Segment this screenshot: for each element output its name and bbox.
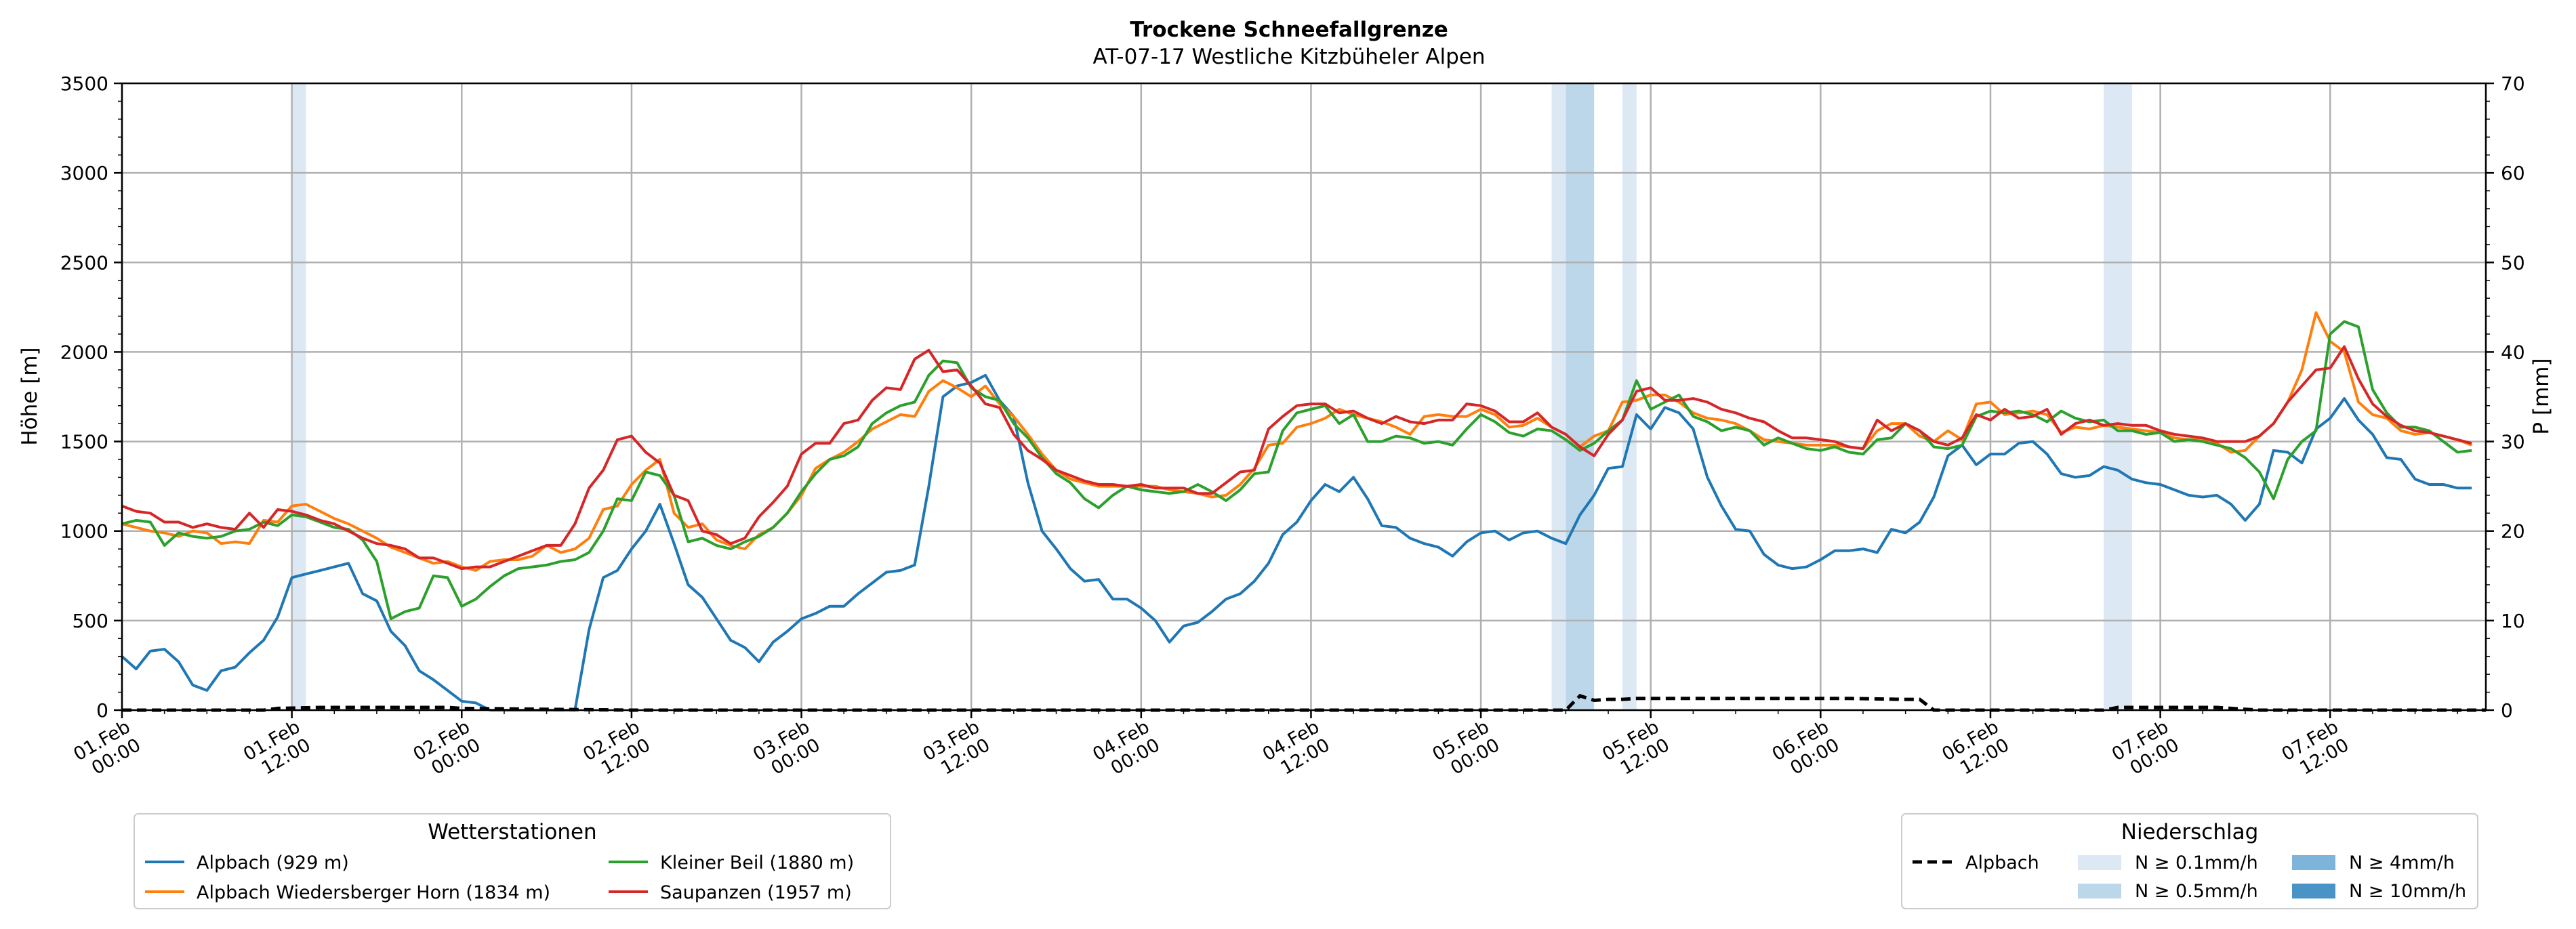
legend-precip-levels: N ≥ 0.1mm/h N ≥ 0.5mm/h N ≥ 4mm/h N ≥ 10mm/… bbox=[2078, 852, 2466, 902]
y2-tick-label: 20 bbox=[2501, 520, 2525, 543]
series-line bbox=[121, 345, 2472, 571]
legend-level-swatch bbox=[2292, 884, 2335, 899]
chart-subtitle: AT-07-17 Westliche Kitzbüheler Alpen bbox=[1093, 45, 1486, 69]
legend-stations-items: Alpbach (929 m) Alpbach Wiedersberger Hor… bbox=[145, 852, 854, 903]
legend-level-swatch bbox=[2078, 855, 2121, 870]
legend-stations: Wetterstationen Alpbach (929 m) Alpbach W… bbox=[134, 813, 891, 909]
legend-label: Saupanzen (1957 m) bbox=[660, 882, 852, 903]
series-line bbox=[121, 320, 2472, 621]
legend-level-swatch bbox=[2078, 884, 2121, 899]
legend-precip-line-label: Alpbach bbox=[1965, 852, 2039, 873]
precip-bands bbox=[291, 83, 2132, 710]
precip-band bbox=[2104, 83, 2132, 710]
legend-stations-frame bbox=[134, 813, 891, 909]
chart-title: Trockene Schneefallgrenze bbox=[1130, 18, 1448, 42]
y-tick-label: 3000 bbox=[60, 162, 108, 184]
legend-level-label: N ≥ 10mm/h bbox=[2349, 881, 2466, 902]
legend-label: Kleiner Beil (1880 m) bbox=[660, 852, 854, 873]
y-tick-label: 1000 bbox=[60, 520, 108, 543]
y-tick-label: 3500 bbox=[60, 73, 108, 95]
y-axis-label: Höhe [m] bbox=[18, 347, 42, 445]
precip-line bbox=[122, 694, 2486, 712]
y-tick-label: 1500 bbox=[60, 431, 108, 453]
y2-tick-label: 50 bbox=[2501, 251, 2525, 274]
y-tick-label: 2000 bbox=[60, 341, 108, 363]
legend-precip: Niederschlag Alpbach N ≥ 0.1mm/h N ≥ 0.5m… bbox=[1901, 813, 2478, 909]
legend-level-label: N ≥ 0.1mm/h bbox=[2135, 852, 2258, 873]
precip-band bbox=[291, 83, 306, 710]
y2-axis-label: P [mm] bbox=[2529, 358, 2554, 434]
y2-tick-label: 60 bbox=[2501, 162, 2525, 184]
y-tick-label: 500 bbox=[73, 610, 108, 632]
y2-tick-label: 70 bbox=[2501, 73, 2525, 95]
y-tick-label: 0 bbox=[96, 699, 108, 722]
legend-level-label: N ≥ 4mm/h bbox=[2349, 852, 2455, 873]
precip-band bbox=[1566, 83, 1595, 710]
legend-stations-title: Wetterstationen bbox=[428, 820, 596, 844]
legend-label: Alpbach (929 m) bbox=[197, 852, 349, 873]
y2-tick-label: 10 bbox=[2501, 610, 2525, 632]
legend-level-swatch bbox=[2292, 855, 2335, 870]
y2-tick-label: 0 bbox=[2501, 699, 2513, 722]
y-tick-label: 2500 bbox=[60, 251, 108, 274]
legend-precip-title: Niederschlag bbox=[2121, 820, 2259, 844]
legend-label: Alpbach Wiedersberger Horn (1834 m) bbox=[197, 882, 550, 903]
precip-band bbox=[1551, 83, 1566, 710]
y2-tick-label: 40 bbox=[2501, 341, 2525, 363]
y2-tick-label: 30 bbox=[2501, 431, 2525, 453]
plot-frame bbox=[121, 82, 2487, 711]
legend-level-label: N ≥ 0.5mm/h bbox=[2135, 881, 2258, 902]
series-line bbox=[121, 311, 2472, 572]
